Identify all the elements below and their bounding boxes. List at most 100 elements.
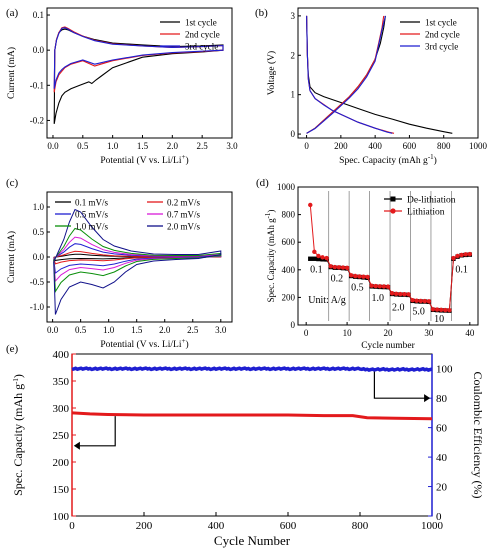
x-tick-label: 0: [69, 520, 75, 532]
legend-label: 2nd cycle: [185, 30, 220, 40]
y-tick-label: 100: [53, 511, 70, 523]
x-tick-label: 20: [384, 328, 394, 338]
panel-d: 0 10 20 30 40020040060080010000.10.20.51.02.…: [256, 177, 479, 351]
x-tick-label: 3.0: [226, 141, 238, 151]
data-point: [361, 274, 366, 279]
panel-label: (d): [256, 177, 269, 189]
data-point: [316, 256, 321, 262]
x-tick-label: 2.0: [159, 325, 171, 335]
y-tick-label: 600: [282, 237, 296, 247]
unit-text: Unit: A/g: [308, 295, 346, 306]
y-axis-label: Spec. Capacity (mAh g-1): [11, 374, 25, 496]
data-point: [385, 284, 391, 289]
data-point: [369, 283, 374, 288]
x-tick-label: 2.0: [167, 141, 179, 151]
plot-frame-e: [71, 353, 433, 517]
legend-label: Lithiation: [407, 208, 445, 218]
legend-label: 0.1 mV/s: [75, 198, 109, 208]
x-tick-label: 2.5: [187, 325, 199, 335]
x-tick-label: 0.0: [47, 325, 59, 335]
y-tick-label: 3: [291, 11, 296, 21]
data-point: [393, 291, 399, 297]
x-tick-label: 1.0: [107, 141, 119, 151]
data-point: [344, 265, 350, 271]
x-tick-label: 10: [343, 328, 353, 338]
y-tick-label: 400: [53, 349, 70, 361]
charge-line: [306, 15, 386, 134]
x-axis-label: Potential (V vs. Li/Li+): [100, 153, 188, 166]
y-axis-label: Current (mA): [6, 231, 17, 283]
y-tick-label: -0.2: [30, 115, 44, 125]
data-point: [451, 255, 456, 261]
x-tick-label: 3.0: [215, 325, 227, 335]
charge-line: [306, 15, 385, 134]
x-tick-label: 200: [136, 520, 153, 532]
legend-label: 0.2 mV/s: [167, 198, 201, 208]
x-tick-label: 1.5: [131, 325, 143, 335]
data-point: [389, 291, 395, 296]
data-point: [459, 252, 464, 258]
rate-label: 1.0: [372, 293, 385, 304]
legend-label: 1st cycle: [425, 18, 457, 28]
y-tick-label: -0.1: [30, 80, 44, 90]
y2-tick-label: 20: [436, 482, 448, 494]
y-tick-label: 0.0: [33, 252, 45, 262]
rate-label: 0.1: [310, 265, 323, 276]
x-tick-label: 0.5: [77, 141, 89, 151]
data-point: [312, 249, 317, 255]
data-point: [357, 274, 362, 279]
y-tick-label: 200: [53, 457, 70, 469]
y-tick-label: 1.0: [33, 202, 45, 212]
data-point: [312, 256, 317, 261]
data-point: [467, 251, 473, 257]
y-tick-label: 150: [53, 484, 70, 496]
x-tick-label: 400: [368, 141, 382, 151]
y-tick-label: 0.5: [33, 227, 45, 237]
arrow-head-left: [73, 441, 80, 450]
panel-b: 0 200 400 600 800 1000 0 1 2 3 (b) Spec. Capacity (…: [255, 7, 487, 166]
x-tick-label: 1000: [421, 520, 444, 532]
data-point: [418, 298, 423, 304]
rate-label: 0.2: [331, 274, 344, 285]
y-tick-label: 200: [282, 292, 296, 302]
rate-label: 5.0: [412, 307, 425, 318]
x-tick-label: 1.5: [137, 141, 149, 151]
x-axis-label: Cycle number: [361, 341, 415, 351]
left-axis-arrow: [77, 416, 116, 447]
y-tick-label: 0.0: [33, 45, 45, 55]
y2-tick-label: 40: [436, 452, 448, 464]
data-point: [336, 265, 342, 270]
y-axis-label: Voltage (V): [266, 51, 277, 95]
data-point: [402, 292, 407, 297]
x-tick-label: 1.0: [103, 325, 115, 335]
legend-label: 3rd cycle: [185, 42, 218, 52]
legend-label: 0.5 mV/s: [75, 210, 109, 220]
data-point: [320, 255, 325, 260]
rate-label: 2.0: [392, 303, 405, 314]
legend-marker: [390, 196, 396, 202]
y-tick-label: -1.0: [30, 302, 45, 312]
data-point: [447, 308, 452, 313]
legend-label: 2.0 mV/s: [167, 222, 201, 232]
data-point: [422, 298, 428, 304]
y-axis-label: Current (mA): [6, 47, 17, 99]
data-point: [410, 297, 415, 303]
discharge-line: [306, 15, 393, 134]
x-tick-label: 0: [304, 328, 309, 338]
data-point: [353, 273, 358, 279]
charge-line: [306, 15, 386, 134]
data-point: [332, 264, 338, 270]
y-tick-label: 0.1: [33, 10, 44, 20]
y-tick-label: 1000: [277, 182, 296, 192]
legend-label: 1.0 mV/s: [75, 222, 109, 232]
panel-label: (a): [6, 7, 19, 19]
data-point: [328, 264, 333, 269]
capacity-line: [72, 411, 433, 421]
rate-label: 10: [434, 314, 444, 325]
x-tick-label: 800: [437, 141, 451, 151]
panel-label: (c): [6, 177, 19, 189]
data-point: [455, 253, 460, 259]
right-axis-arrow: [373, 371, 427, 399]
y-tick-label: 250: [53, 430, 70, 442]
